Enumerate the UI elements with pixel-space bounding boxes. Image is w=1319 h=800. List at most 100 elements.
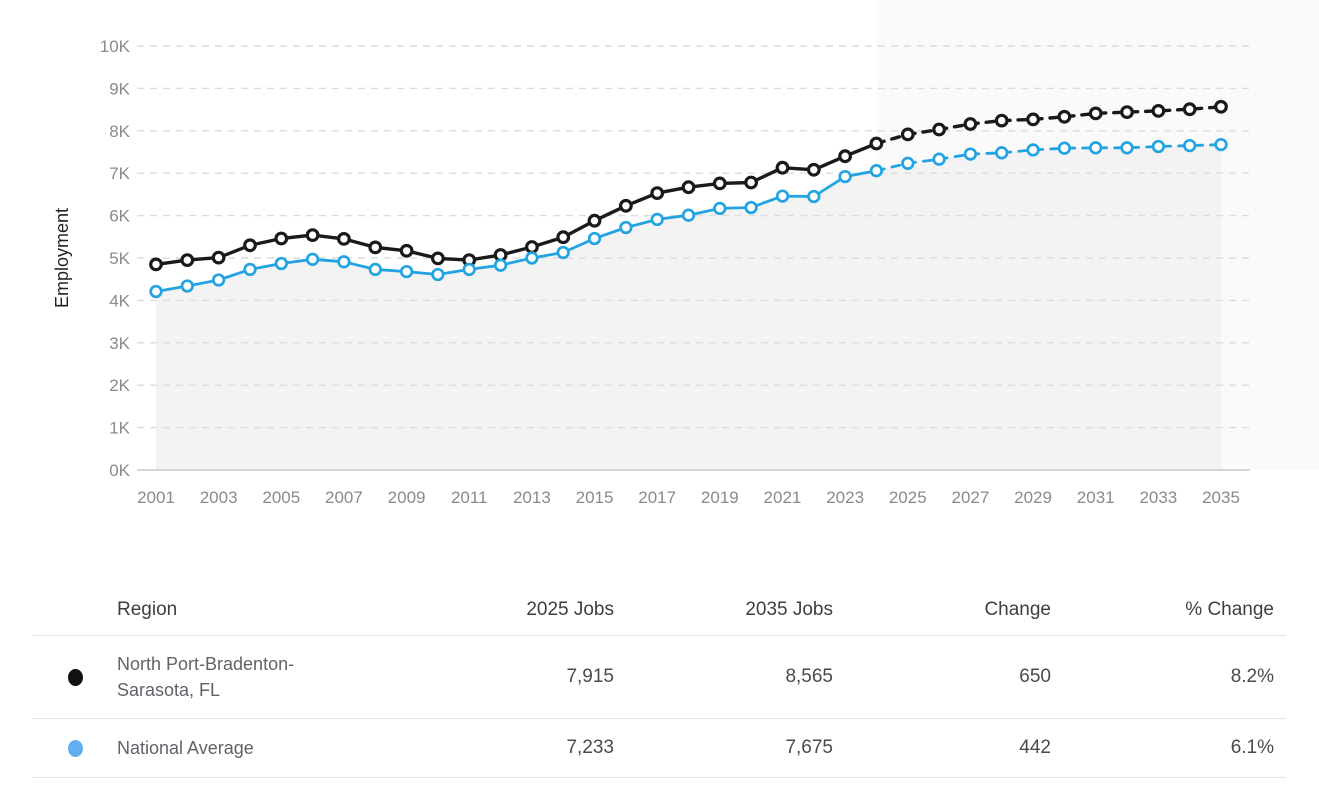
national-data-point[interactable] <box>1151 139 1166 154</box>
blue-dot-icon <box>67 739 83 757</box>
national-data-point[interactable] <box>932 152 946 166</box>
region-data-point[interactable] <box>806 162 821 177</box>
region-data-point[interactable] <box>1151 103 1166 118</box>
region-data-point[interactable] <box>1120 105 1134 119</box>
region-data-point[interactable] <box>1088 106 1103 121</box>
national-data-point[interactable] <box>1026 143 1040 157</box>
national-data-point[interactable] <box>744 200 758 215</box>
region-data-point[interactable] <box>619 198 633 213</box>
region-data-point[interactable] <box>900 127 915 142</box>
national-data-point[interactable] <box>305 252 320 266</box>
national-data-point[interactable] <box>995 146 1009 160</box>
region-data-point[interactable] <box>305 228 320 243</box>
employment-chart-canvas[interactable]: 0K 1K 2K 3K 4K 5K 6K 7K 8K 9K 10K 2001 2003 2005 2007 2… <box>0 0 1319 530</box>
region-data-point[interactable] <box>838 149 852 164</box>
national-pct-change: 6.1% <box>1230 737 1274 758</box>
region-data-point[interactable] <box>994 113 1009 128</box>
header-pct-change: % Change <box>1185 599 1274 620</box>
region-data-point[interactable] <box>399 243 414 258</box>
national-data-point[interactable] <box>180 279 194 293</box>
national-data-point[interactable] <box>963 147 978 161</box>
national-name: National Average <box>117 738 254 758</box>
y-tick-label: 0K <box>109 461 130 480</box>
region-data-point[interactable] <box>211 250 226 265</box>
x-tick-label: 2023 <box>826 488 864 507</box>
region-data-point[interactable] <box>775 160 790 175</box>
national-data-point[interactable] <box>556 245 570 260</box>
region-data-point[interactable] <box>149 257 163 272</box>
national-data-point[interactable] <box>807 189 821 204</box>
national-data-point[interactable] <box>650 212 664 227</box>
x-tick-label: 2003 <box>200 488 238 507</box>
region-data-point[interactable] <box>681 180 696 195</box>
national-data-point[interactable] <box>587 231 602 246</box>
region-data-point[interactable] <box>368 240 383 255</box>
national-data-point[interactable] <box>431 267 445 282</box>
table-header-row: Region 2025 Jobs 2035 Jobs Change % Chan… <box>33 585 1286 635</box>
national-data-point[interactable] <box>399 264 414 279</box>
national-data-point[interactable] <box>713 201 727 216</box>
national-data-point[interactable] <box>337 255 351 269</box>
y-tick-label: 10K <box>100 37 131 56</box>
x-tick-label: 2007 <box>325 488 363 507</box>
table-row-region: North Port-Bradenton-Sarasota, FL 7,915 … <box>33 635 1286 718</box>
region-data-point[interactable] <box>274 231 289 246</box>
region-data-point[interactable] <box>431 251 445 266</box>
national-data-point[interactable] <box>681 208 696 222</box>
national-data-point[interactable] <box>869 164 884 178</box>
national-data-point[interactable] <box>1214 137 1228 152</box>
region-data-point[interactable] <box>1182 102 1197 117</box>
region-data-point[interactable] <box>556 230 571 245</box>
region-data-point[interactable] <box>1057 109 1072 124</box>
national-data-point[interactable] <box>1089 141 1103 155</box>
national-data-point[interactable] <box>368 262 382 277</box>
region-data-point[interactable] <box>180 253 195 268</box>
national-data-point[interactable] <box>211 273 226 287</box>
x-tick-label: 2009 <box>388 488 426 507</box>
region-data-point[interactable] <box>587 213 602 228</box>
national-change: 442 <box>1019 737 1051 758</box>
national-data-point[interactable] <box>149 284 163 299</box>
y-tick-label: 4K <box>109 291 130 310</box>
national-data-point[interactable] <box>243 262 257 277</box>
region-data-point[interactable] <box>337 231 351 246</box>
national-data-point[interactable] <box>838 169 852 184</box>
employment-line-chart[interactable]: 0K 1K 2K 3K 4K 5K 6K 7K 8K 9K 10K 2001 2003 2005 2007 2… <box>0 0 1319 530</box>
region-data-point[interactable] <box>932 122 946 137</box>
x-tick-label: 2029 <box>1014 488 1052 507</box>
national-series-marker <box>33 739 117 757</box>
national-data-point[interactable] <box>1120 141 1134 155</box>
national-data-point[interactable] <box>1183 138 1197 153</box>
region-data-point[interactable] <box>1214 99 1228 114</box>
national-data-point[interactable] <box>901 156 915 170</box>
national-data-point[interactable] <box>462 262 476 277</box>
region-data-point[interactable] <box>243 238 257 253</box>
national-data-point[interactable] <box>493 258 508 272</box>
region-pct-change: 8.2% <box>1230 666 1274 687</box>
y-axis-title: Employment <box>52 208 72 308</box>
region-name: North Port-Bradenton-Sarasota, FL <box>117 654 295 700</box>
x-tick-label: 2017 <box>638 488 676 507</box>
region-data-point[interactable] <box>712 176 727 191</box>
y-tick-label: 5K <box>109 249 130 268</box>
region-data-point[interactable] <box>963 117 978 131</box>
region-data-point[interactable] <box>1026 112 1040 127</box>
area-fill <box>156 144 1221 470</box>
x-tick-label: 2011 <box>451 488 488 507</box>
region-data-point[interactable] <box>869 136 884 151</box>
region-data-point[interactable] <box>650 186 665 201</box>
header-2025-jobs: 2025 Jobs <box>526 599 614 620</box>
national-data-point[interactable] <box>1057 141 1072 155</box>
x-tick-label: 2025 <box>889 488 927 507</box>
national-data-point[interactable] <box>775 189 790 203</box>
region-data-point[interactable] <box>744 175 758 190</box>
national-data-point[interactable] <box>525 251 539 265</box>
x-tick-label: 2005 <box>262 488 300 507</box>
region-change: 650 <box>1019 666 1051 687</box>
comparison-table: Region 2025 Jobs 2035 Jobs Change % Chan… <box>33 585 1286 778</box>
national-data-point[interactable] <box>274 256 288 271</box>
x-tick-label: 2015 <box>576 488 614 507</box>
region-data-point[interactable] <box>525 240 539 254</box>
header-change: Change <box>984 599 1051 620</box>
national-data-point[interactable] <box>619 220 633 235</box>
